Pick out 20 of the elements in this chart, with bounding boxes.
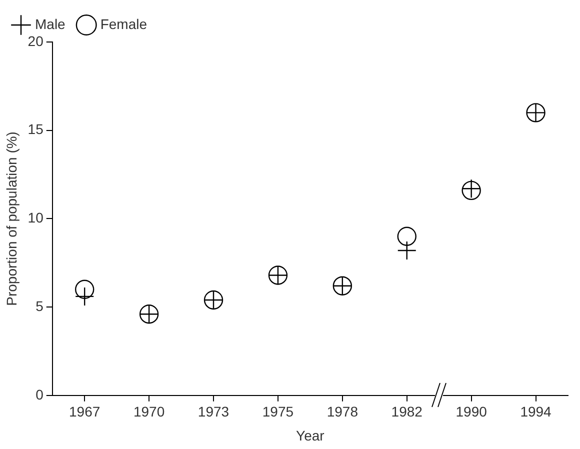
y-tick-label: 15 bbox=[28, 121, 44, 138]
x-tick-label: 1967 bbox=[69, 404, 100, 420]
legend-label: Male bbox=[35, 16, 66, 32]
point bbox=[397, 226, 416, 246]
x-tick-label: 1982 bbox=[391, 404, 423, 420]
x-tick-label: 1994 bbox=[520, 404, 552, 420]
y-tick-label: 10 bbox=[28, 210, 44, 226]
x-tick-label: 1990 bbox=[456, 404, 488, 420]
legend-label: Female bbox=[100, 16, 148, 32]
y-tick-label: 20 bbox=[28, 32, 44, 49]
point bbox=[397, 240, 416, 260]
x-tick-label: 1978 bbox=[326, 404, 358, 420]
x-tick-label: 1973 bbox=[198, 404, 230, 420]
x-axis-title: Year bbox=[296, 427, 325, 444]
y-tick-label: 0 bbox=[36, 386, 44, 402]
x-tick-label: 1975 bbox=[262, 404, 294, 420]
y-tick-label: 5 bbox=[36, 298, 44, 314]
y-axis-title: Proportion of population (%) bbox=[3, 132, 20, 306]
x-tick-label: 1970 bbox=[133, 404, 165, 420]
point bbox=[75, 280, 94, 299]
